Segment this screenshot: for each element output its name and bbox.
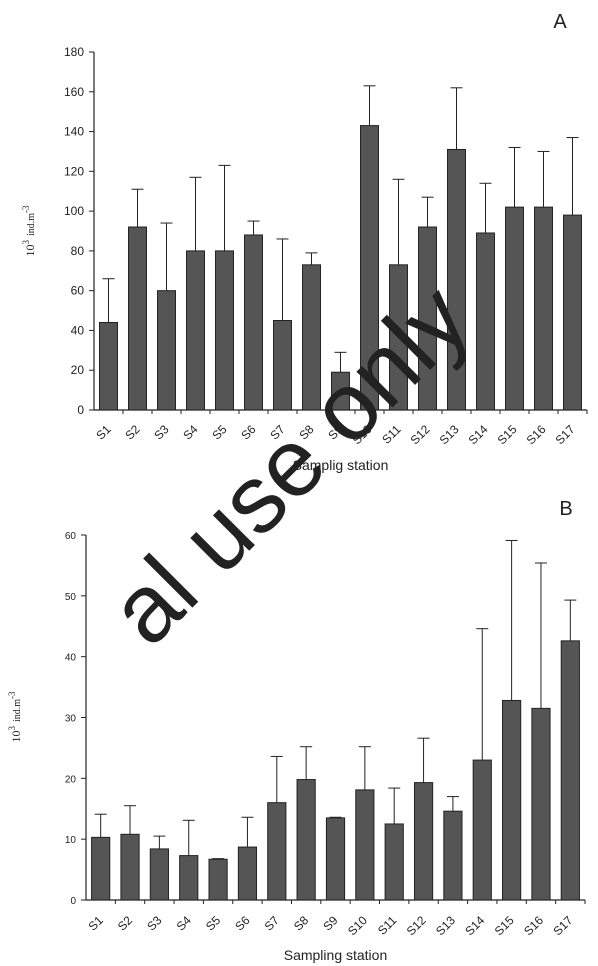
y-tick-label: 60 bbox=[71, 284, 85, 298]
x-tick-label: S16 bbox=[524, 422, 549, 447]
x-tick-label: S5 bbox=[203, 913, 224, 934]
y-tick-label: 80 bbox=[71, 244, 85, 258]
x-axis-label: Sampling station bbox=[284, 947, 388, 963]
bar bbox=[302, 264, 321, 411]
x-tick-label: S12 bbox=[408, 422, 433, 447]
bar bbox=[360, 125, 379, 411]
bar bbox=[325, 817, 346, 901]
y-tick-label: 50 bbox=[65, 592, 77, 603]
bar bbox=[418, 226, 437, 411]
x-tick-label: S8 bbox=[291, 913, 312, 934]
y-tick-label: 180 bbox=[64, 45, 84, 59]
y-tick-label: 40 bbox=[71, 323, 85, 337]
y-tick-label: 120 bbox=[64, 164, 84, 178]
x-tick-label: S6 bbox=[238, 422, 259, 443]
y-tick-label: 40 bbox=[65, 653, 77, 664]
bar bbox=[215, 250, 234, 411]
y-tick-label: 10 bbox=[65, 835, 77, 846]
x-tick-label: S11 bbox=[375, 913, 400, 938]
bar bbox=[447, 148, 466, 411]
bar bbox=[208, 858, 228, 901]
bar bbox=[273, 320, 292, 411]
x-tick-label: S14 bbox=[466, 422, 491, 447]
bar bbox=[505, 206, 524, 411]
bar bbox=[179, 855, 199, 901]
y-tick-label: 20 bbox=[65, 774, 77, 785]
x-tick-label: S3 bbox=[144, 913, 165, 934]
x-tick-label: S1 bbox=[86, 913, 107, 934]
x-tick-label: S2 bbox=[122, 422, 143, 443]
x-tick-label: S13 bbox=[433, 913, 458, 938]
bar bbox=[384, 823, 404, 901]
bar bbox=[244, 234, 263, 411]
y-axis-label: 103ind.m-3 bbox=[7, 691, 23, 743]
x-tick-label: S7 bbox=[262, 913, 283, 934]
bar bbox=[91, 836, 111, 901]
panel-label: A bbox=[553, 11, 567, 33]
x-tick-label: S7 bbox=[267, 422, 288, 443]
bar bbox=[389, 264, 408, 411]
x-tick-label: S8 bbox=[296, 422, 317, 443]
bar bbox=[186, 250, 205, 411]
x-tick-label: S3 bbox=[151, 422, 172, 443]
y-tick-label: 0 bbox=[70, 896, 76, 907]
bar bbox=[563, 214, 582, 411]
x-tick-label: S10 bbox=[350, 422, 375, 447]
bar bbox=[443, 810, 463, 901]
x-axis-label: Samplig station bbox=[293, 457, 389, 473]
bar bbox=[331, 371, 350, 411]
bar bbox=[120, 833, 140, 901]
x-tick-label: S14 bbox=[462, 913, 487, 938]
x-tick-label: S4 bbox=[174, 913, 195, 934]
panel-label: B bbox=[559, 498, 572, 520]
x-tick-label: S15 bbox=[495, 422, 520, 447]
bar bbox=[267, 802, 287, 901]
y-axis-label: 103ind.m-3 bbox=[21, 205, 37, 257]
x-tick-label: S9 bbox=[320, 913, 341, 934]
x-tick-label: S4 bbox=[180, 422, 201, 443]
x-tick-label: S1 bbox=[93, 422, 114, 443]
chart-panel-a: 0 20 40 60 80 100 120 140 160 180 S1 S2 S3 S4 S5 S6 S7 S8… bbox=[21, 11, 588, 473]
bar bbox=[472, 759, 492, 901]
y-tick-label: 140 bbox=[64, 125, 84, 139]
x-tick-label: S11 bbox=[379, 422, 404, 447]
x-tick-label: S16 bbox=[521, 913, 546, 938]
y-tick-label: 60 bbox=[65, 531, 77, 542]
x-tick-label: S17 bbox=[553, 422, 578, 447]
bar bbox=[534, 206, 553, 411]
x-tick-label: S9 bbox=[325, 422, 346, 443]
y-tick-label: 0 bbox=[77, 403, 84, 417]
x-tick-label: S15 bbox=[492, 913, 517, 938]
bar bbox=[237, 846, 258, 901]
bar bbox=[560, 640, 580, 901]
x-tick-label: S5 bbox=[209, 422, 230, 443]
x-tick-label: S10 bbox=[345, 913, 370, 938]
bar bbox=[476, 232, 495, 411]
x-tick-label: S12 bbox=[404, 913, 429, 938]
bar bbox=[531, 707, 551, 901]
bar bbox=[296, 779, 316, 901]
x-tick-label: S17 bbox=[550, 913, 575, 938]
bar bbox=[502, 699, 522, 901]
y-tick-label: 20 bbox=[71, 363, 85, 377]
bar bbox=[355, 789, 375, 901]
y-tick-label: 160 bbox=[64, 85, 84, 99]
x-tick-label: S6 bbox=[232, 913, 253, 934]
chart-panel-b: 0 10 20 30 40 50 60 S1 S2 S3 S4 S5 S6 S7 S8 S9 S10 S11 S12… bbox=[7, 498, 586, 963]
y-tick-label: 30 bbox=[65, 714, 77, 725]
bar bbox=[149, 848, 169, 901]
bar bbox=[128, 226, 147, 411]
x-tick-label: S13 bbox=[437, 422, 462, 447]
bar bbox=[99, 321, 118, 411]
y-tick-label: 100 bbox=[64, 204, 84, 218]
bar bbox=[157, 290, 176, 411]
bar bbox=[413, 782, 434, 901]
x-tick-label: S2 bbox=[115, 913, 136, 934]
